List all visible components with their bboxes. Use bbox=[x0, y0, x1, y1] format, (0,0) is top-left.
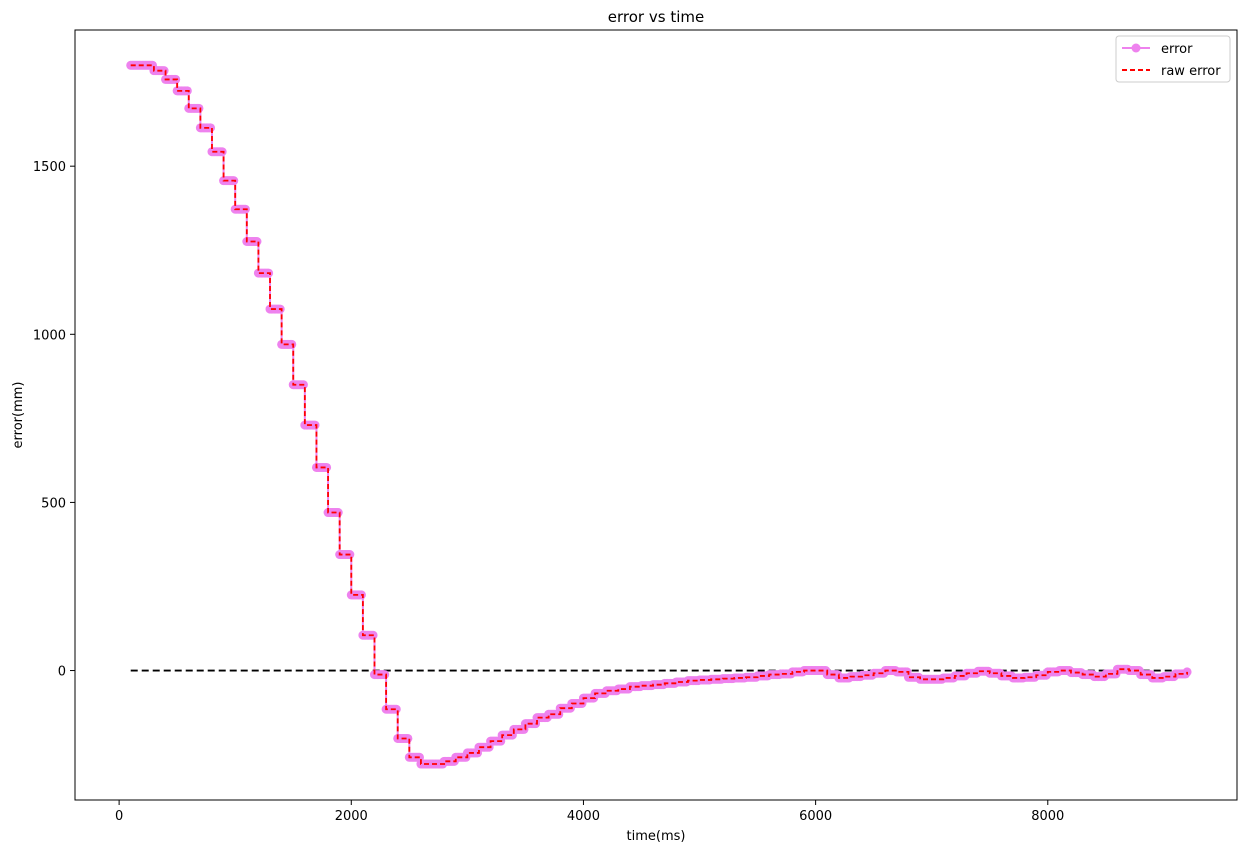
y-axis: 0 500 1000 1500 bbox=[33, 160, 75, 680]
x-tick-label: 4000 bbox=[567, 809, 600, 824]
legend-label-error: error bbox=[1161, 42, 1193, 57]
legend-label-raw-error: raw error bbox=[1161, 64, 1221, 79]
x-axis: 0 2000 4000 6000 8000 bbox=[115, 800, 1064, 824]
x-tick-label: 2000 bbox=[335, 809, 368, 824]
series-raw-error bbox=[130, 64, 1188, 765]
x-axis-label: time(ms) bbox=[627, 829, 686, 844]
x-tick-label: 6000 bbox=[799, 809, 832, 824]
legend-marker-error bbox=[1131, 43, 1141, 53]
y-tick-label: 0 bbox=[58, 665, 66, 680]
y-tick-label: 1000 bbox=[33, 328, 66, 343]
chart-title: error vs time bbox=[608, 8, 704, 26]
x-tick-label: 0 bbox=[115, 809, 123, 824]
y-axis-label: error(mm) bbox=[11, 382, 26, 449]
legend: error raw error bbox=[1115, 35, 1231, 83]
plot-layer bbox=[126, 60, 1192, 769]
y-tick-label: 1500 bbox=[33, 160, 66, 175]
series-line-raw-error bbox=[130, 64, 1188, 765]
x-tick-label: 8000 bbox=[1031, 809, 1064, 824]
axes-frame bbox=[74, 29, 1238, 801]
y-tick-label: 500 bbox=[41, 496, 66, 511]
